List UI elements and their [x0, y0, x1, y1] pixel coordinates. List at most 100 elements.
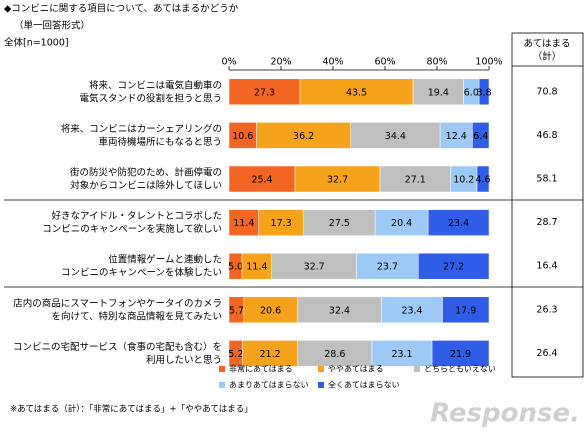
value-label: 43.5 — [346, 87, 367, 98]
category-label: 車両待機場所にもなると思う — [98, 136, 222, 148]
value-label: 17.9 — [455, 305, 476, 316]
category-label: コンビニの宅配サービス（食事の宅配も含む）を — [13, 341, 222, 353]
value-label: 10.6 — [232, 131, 253, 142]
value-label: 6.4 — [473, 131, 488, 142]
value-label: 5.7 — [229, 305, 244, 316]
totals-header: （計） — [533, 51, 562, 63]
value-label: 34.4 — [385, 131, 406, 142]
value-label: 21.2 — [260, 349, 281, 360]
category-label: 店内の商品にスマートフォンやケータイのカメラ — [13, 297, 222, 309]
legend-swatch — [219, 366, 225, 372]
x-tick-label: 40% — [322, 57, 343, 68]
value-label: 32.4 — [329, 305, 350, 316]
category-label: コンビニのキャンペーンを体験したい — [61, 267, 222, 279]
value-label: 23.4 — [401, 305, 422, 316]
bar-segment — [241, 252, 272, 280]
bar-segment — [228, 78, 301, 106]
x-tick-label: 60% — [374, 57, 395, 68]
legend-swatch — [318, 382, 324, 388]
bar-segment — [350, 122, 441, 149]
bar-segment — [472, 122, 490, 149]
bar-segment — [243, 296, 298, 324]
category-label: 好きなアイドル・タレントとコラボした — [51, 210, 222, 222]
bar-segment — [297, 340, 373, 367]
total-value: 58.1 — [536, 174, 557, 185]
value-label: 27.2 — [443, 262, 464, 273]
value-label: 6.0 — [464, 87, 479, 98]
value-label: 11.4 — [246, 262, 267, 273]
value-label: 5.0 — [228, 262, 243, 273]
bar-segment — [374, 209, 429, 236]
footnote: ※あてはまる（計）：「非常にあてはまる」+「ややあてはまる」 — [10, 404, 253, 415]
totals-header: あてはまる — [523, 39, 570, 50]
category-label: 将来、コンビニは電気自動車の — [89, 79, 222, 91]
bar-segment — [299, 78, 414, 106]
value-label: 17.3 — [271, 218, 292, 229]
category-label: 街の防災や防犯のため、計画停電の — [70, 167, 222, 179]
category-label: 電気スタンドの役割を担うと思う — [79, 92, 222, 104]
value-label: 27.5 — [329, 218, 350, 229]
legend-swatch — [219, 382, 225, 388]
value-label: 23.7 — [377, 262, 398, 273]
chart-title: ◆コンビニに関する項目について、あてはまるかどうか — [4, 4, 239, 15]
x-tick-label: 20% — [270, 57, 291, 68]
bar-segment — [228, 122, 257, 149]
chart-subtitle: （単一回答形式） — [14, 20, 90, 32]
bar-segment — [371, 340, 433, 367]
x-tick-label: 0% — [221, 57, 236, 68]
bar-segment — [431, 340, 490, 367]
value-label: 28.6 — [324, 349, 345, 360]
total-value: 16.4 — [536, 261, 557, 272]
legend-label: あまりあてはまらない — [229, 381, 309, 390]
category-label: 位置情報ゲームと連動した — [108, 254, 222, 266]
bar-segment — [442, 296, 490, 324]
bar-segment — [439, 122, 473, 149]
value-label: 32.7 — [327, 175, 348, 186]
legend-label: ややあてはまる — [328, 365, 384, 374]
value-label: 21.9 — [450, 349, 471, 360]
value-label: 32.7 — [304, 262, 325, 273]
value-label: 27.3 — [254, 87, 275, 98]
category-label: コンビニのキャンペーンを実施して欲しい — [42, 223, 222, 235]
watermark: Response. — [430, 399, 580, 429]
bar-segment — [427, 209, 490, 236]
total-value: 28.7 — [536, 217, 557, 228]
value-label: 5.2 — [228, 349, 243, 360]
category-label: 利用したいと思う — [146, 354, 222, 366]
value-label: 3.8 — [477, 87, 492, 98]
value-label: 19.4 — [428, 87, 449, 98]
category-label: 対象からコンビニは除外してほしい — [70, 180, 222, 192]
value-label: 11.4 — [233, 218, 254, 229]
bar-segment — [228, 209, 259, 236]
value-label: 12.4 — [446, 131, 467, 142]
legend-label: 非常にあてはまる — [229, 364, 293, 374]
bar-segment — [258, 209, 304, 236]
bar-segment — [412, 78, 464, 106]
bar-segment — [418, 252, 490, 280]
bar-segment — [476, 165, 490, 193]
category-label: 将来、コンビニはカーシェアリングの — [61, 123, 222, 135]
value-label: 4.6 — [475, 175, 490, 186]
bar-segment — [356, 252, 419, 280]
total-value: 70.8 — [536, 86, 557, 97]
value-label: 23.4 — [448, 218, 469, 229]
value-label: 27.1 — [405, 175, 426, 186]
sample-size: 全体[n=1000] — [4, 37, 69, 49]
legend-swatch — [414, 366, 420, 372]
value-label: 23.1 — [391, 349, 412, 360]
value-label: 25.4 — [251, 175, 272, 186]
bar-segment — [478, 78, 490, 106]
bar-segment — [381, 296, 443, 324]
legend-label: どちらともいえない — [424, 365, 496, 374]
x-tick-label: 80% — [426, 57, 447, 68]
value-label: 20.6 — [260, 305, 281, 316]
x-tick-label: 100% — [475, 57, 502, 68]
legend-swatch — [318, 366, 324, 372]
bar-segment — [294, 165, 381, 193]
value-label: 36.2 — [293, 131, 314, 142]
value-label: 10.2 — [453, 175, 474, 186]
bar-segment — [303, 209, 376, 236]
bar-segment — [242, 340, 298, 367]
bar-segment — [271, 252, 357, 280]
